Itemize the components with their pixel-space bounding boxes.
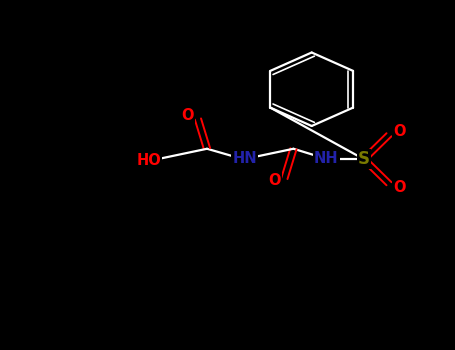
Text: HN: HN	[233, 151, 257, 166]
Text: NH: NH	[314, 151, 339, 166]
Text: O: O	[182, 108, 194, 123]
Text: O: O	[393, 124, 406, 139]
Text: O: O	[393, 180, 406, 195]
Text: HO: HO	[136, 153, 161, 168]
Text: S: S	[358, 150, 370, 168]
Text: O: O	[268, 173, 281, 188]
